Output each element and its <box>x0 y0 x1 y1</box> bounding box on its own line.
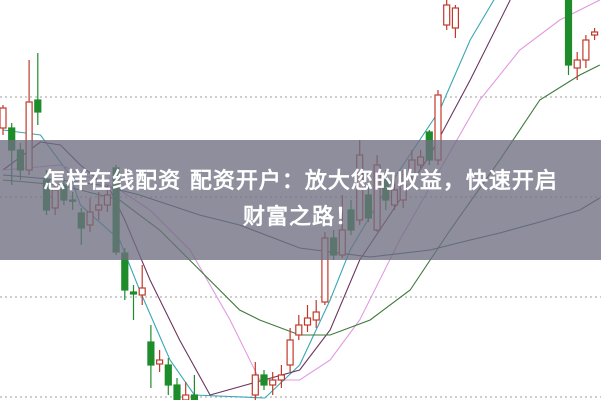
candle-down <box>164 364 172 386</box>
candle-down <box>190 394 198 400</box>
candle-up <box>451 7 459 29</box>
candle-up <box>138 287 146 296</box>
candle-up <box>303 317 312 326</box>
candle-up <box>573 59 581 69</box>
headline-line-2: 财富之路！ <box>242 205 358 230</box>
candle-up <box>277 374 285 381</box>
candle-up <box>312 311 320 321</box>
candle-down <box>564 0 573 66</box>
candle-up <box>295 324 303 336</box>
candle-down <box>129 291 138 295</box>
candle-up <box>582 39 590 61</box>
candle-down <box>147 341 155 366</box>
candle-up <box>182 394 190 400</box>
candle-down <box>34 99 42 113</box>
candle-up <box>0 107 7 129</box>
candle-up <box>269 379 277 386</box>
candle-up <box>590 31 599 36</box>
candle-up <box>156 359 164 365</box>
candle-down <box>260 374 268 386</box>
candle-down <box>173 384 181 400</box>
headline-overlay: 怎样在线配资 配资开户：放大您的收益，快速开启 财富之路！ <box>0 140 601 260</box>
candle-up <box>251 374 259 396</box>
headline-line-1: 怎样在线配资 配资开户：放大您的收益，快速开启 <box>43 169 558 194</box>
candle-up <box>443 4 451 26</box>
candle-up <box>286 339 294 366</box>
